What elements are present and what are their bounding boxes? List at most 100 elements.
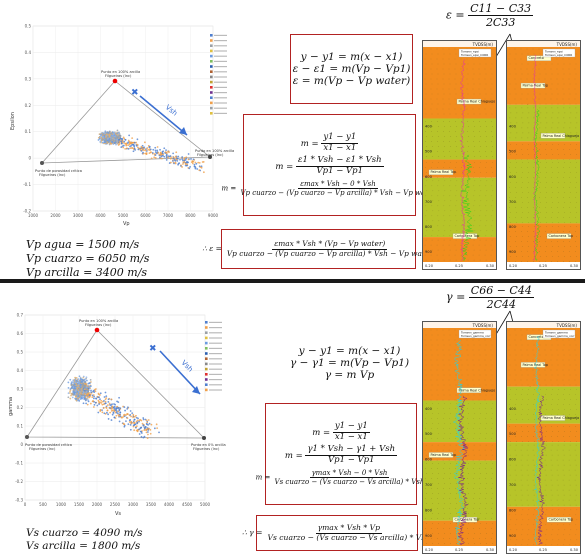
depth-label: 600 bbox=[509, 458, 517, 462]
depth-label: 900 bbox=[509, 250, 517, 254]
y-axis-label: Epsilon bbox=[10, 112, 16, 130]
epsilon-result-den: Vp cuarzo − (Vp cuarzo − Vp arcilla) * V… bbox=[226, 248, 433, 258]
x-tick-label: 500 bbox=[39, 502, 47, 507]
x-tick-label: 9000 bbox=[208, 213, 219, 218]
vp-clay-value: Vp arcilla = 3400 m/s bbox=[26, 265, 148, 279]
right-label: Punto en 100% arcilla bbox=[195, 149, 234, 153]
x-tick-label: 1500 bbox=[74, 502, 85, 507]
depth-label: 500 bbox=[425, 150, 433, 154]
scale-label: 0.20 bbox=[509, 264, 518, 268]
line-equation-box: y − y1 = m(x − x1) ε − ε1 = m(Vp − Vp1) … bbox=[290, 34, 413, 104]
x-axis-label: Vp bbox=[123, 221, 130, 227]
gamma-result-num: γmax * Vsh * Vp bbox=[315, 522, 382, 534]
line-eq-2: γ − γ1 = m(Vp − Vp1) bbox=[289, 356, 410, 369]
apex-label-2: Filgueiras (Inc) bbox=[105, 74, 132, 78]
depth-label: 400 bbox=[425, 407, 433, 411]
curve-legend: Tomsen_epsi_CORR bbox=[544, 53, 572, 57]
depth-label: 600 bbox=[425, 175, 433, 179]
y-tick-label: 0.2 bbox=[17, 405, 24, 410]
depth-label: 400 bbox=[509, 407, 517, 411]
y-tick-label: 0.3 bbox=[17, 387, 24, 392]
track-title: TVDSS(m) bbox=[472, 42, 494, 47]
formation-label: Concreto bbox=[529, 335, 544, 339]
x-tick-label: 2500 bbox=[110, 502, 121, 507]
x-tick-label: 4000 bbox=[164, 502, 175, 507]
scale-label: 0.25 bbox=[539, 548, 547, 552]
slope-3-num: γmax * Vsh − 0 * Vsh bbox=[309, 468, 390, 479]
curve-legend: Tomsen_gamma_corr bbox=[460, 334, 491, 338]
depth-label: 800 bbox=[509, 508, 517, 512]
line-eq-3: ε = m(Vp − Vp water) bbox=[292, 75, 411, 88]
x-tick-label: 4500 bbox=[182, 502, 193, 507]
x-tick-label: 2000 bbox=[50, 213, 61, 218]
gamma-result-lhs: ∴ γ = bbox=[241, 527, 263, 537]
formation-label: Palma Real Top bbox=[431, 170, 456, 174]
apex-label-2: Filgueiras (Inc) bbox=[85, 323, 112, 327]
formation-label: Palma Real Top bbox=[431, 453, 456, 457]
shear-velocity-values: Vs cuarzo = 4090 m/s Vs arcilla = 1800 m… bbox=[26, 527, 143, 553]
critical-porosity-point bbox=[25, 435, 29, 439]
slope-1-num: y1 − y1 bbox=[321, 131, 359, 144]
x-axis-label: Vs bbox=[115, 511, 121, 517]
line-eq-1: y − y1 = m(x − x1) bbox=[300, 50, 403, 63]
formation-label: Carbonera Top bbox=[549, 518, 574, 522]
y-tick-label: -0.3 bbox=[15, 498, 23, 503]
y-tick-label: 0.4 bbox=[25, 50, 32, 55]
track-title: TVDSS(m) bbox=[556, 42, 578, 47]
depth-label: 900 bbox=[509, 534, 517, 538]
scale-label: 0.25 bbox=[455, 264, 463, 268]
depth-label: 800 bbox=[425, 225, 433, 229]
gamma-result-den: Vs cuarzo − (Vs cuarzo − Vs arcilla) * V… bbox=[267, 532, 431, 542]
gamma-def-num: C66 − C44 bbox=[468, 284, 534, 298]
x-tick-label: 5000 bbox=[200, 502, 211, 507]
scale-label: 0.25 bbox=[455, 548, 463, 552]
y-tick-label: 0.4 bbox=[17, 368, 24, 373]
epsilon-log-track-2: TVDSS(m) 400 500 600 700 800 900 Concreto Palma … bbox=[506, 40, 581, 270]
depth-label: 800 bbox=[509, 225, 517, 229]
right-label: Punto en 0% arcilla bbox=[191, 443, 226, 447]
x-tick-label: 3000 bbox=[128, 502, 139, 507]
epsilon-result-box: ∴ ε = εmax * Vsh * (Vp − Vp water) Vp cua… bbox=[202, 229, 433, 269]
y-tick-label: -0.1 bbox=[15, 461, 23, 466]
y-tick-label: 0.5 bbox=[17, 350, 24, 355]
left-label: Punto de porosidad critica bbox=[35, 169, 82, 173]
shale-triangle bbox=[26, 329, 205, 439]
gamma-log-track-1: TVDSS(m) 400 500 600 700 800 900 Palma Real Chi… bbox=[422, 321, 497, 554]
line-eq-1: y − y1 = m(x − x1) bbox=[298, 344, 401, 357]
depth-label: 400 bbox=[509, 125, 517, 129]
epsilon-log-track-1: TVDSS(m) 400 500 600 700 800 900 Palma Real Chi… bbox=[422, 40, 497, 270]
slope-box: m = y1 − y1 x1 − x1 m = γ1 * Vsh − γ1 + V… bbox=[256, 403, 424, 505]
critical-porosity-point bbox=[40, 161, 44, 165]
quartz-point bbox=[202, 436, 206, 440]
formation-label: Carbonera Top bbox=[455, 518, 480, 522]
formation-label: Concreto bbox=[529, 56, 544, 60]
line-equation-box: y − y1 = m(x − x1) γ − γ1 = m(Vp − Vp1) … bbox=[286, 329, 413, 397]
apex-point bbox=[94, 327, 100, 333]
epsilon-def-num: C11 − C33 bbox=[468, 2, 534, 16]
x-tick-label: 1000 bbox=[28, 213, 39, 218]
gamma-def-den: 2C44 bbox=[486, 298, 517, 311]
curve-legend: Tomsen_gamma bbox=[460, 331, 484, 335]
gamma-definition: γ = C66 − C44 2C44 bbox=[446, 284, 534, 311]
epsilon-definition: ε = C11 − C33 2C33 bbox=[446, 2, 534, 29]
vp-quartz-value: Vp cuarzo = 6050 m/s bbox=[26, 251, 150, 265]
depth-label: 700 bbox=[425, 200, 433, 204]
slope-3-num: εmax * Vsh − 0 * Vsh bbox=[298, 179, 378, 190]
left-label-2: Filgueiras (Inc) bbox=[39, 173, 66, 177]
formation-label: Palma Real Chiaguejo bbox=[459, 388, 496, 392]
scale-label: 0.20 bbox=[425, 548, 434, 552]
track-title: TVDSS(m) bbox=[556, 323, 578, 328]
slope-2-den: Vp1 − Vp1 bbox=[328, 455, 375, 466]
y-tick-label: 0 bbox=[28, 156, 31, 161]
slope-1-den: x1 − x1 bbox=[334, 431, 368, 442]
depth-label: 500 bbox=[509, 150, 517, 154]
scale-label: 0.20 bbox=[425, 264, 434, 268]
depth-label: 800 bbox=[425, 508, 433, 512]
y-tick-label: -0.2 bbox=[23, 209, 31, 214]
gamma-vs-crossplot: 0.7 0.6 0.5 0.4 0.3 0.2 0.1 0 -0.1 -0.2 -0.3 0 500 1… bbox=[8, 313, 226, 518]
left-label: Punto de porosidad critica bbox=[25, 443, 72, 447]
formation-label: Carbonera Top bbox=[549, 234, 574, 238]
x-tick-label: 6000 bbox=[140, 213, 151, 218]
gamma-result-box: ∴ γ = γmax * Vsh * Vp Vs cuarzo − (Vs cua… bbox=[242, 515, 430, 551]
formation-label: Palma Real Chiaguejo bbox=[543, 134, 580, 138]
